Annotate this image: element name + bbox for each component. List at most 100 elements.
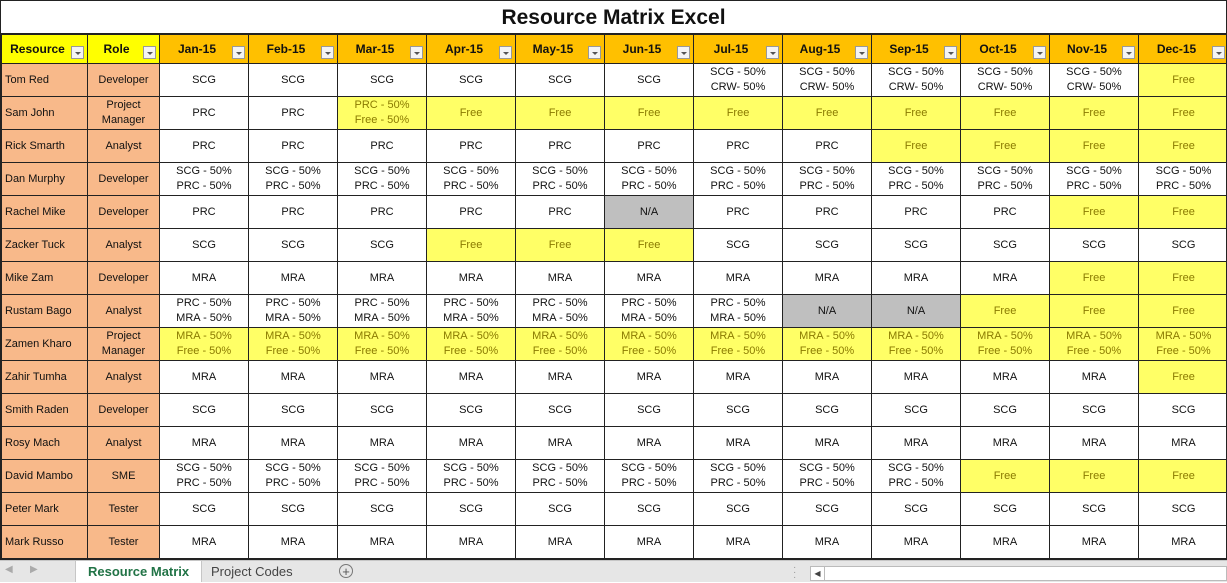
- allocation-cell[interactable]: SCG: [516, 64, 605, 97]
- resource-name-cell[interactable]: Zacker Tuck: [2, 229, 88, 262]
- allocation-cell[interactable]: MRA: [872, 427, 961, 460]
- allocation-cell[interactable]: PRC - 50%MRA - 50%: [338, 295, 427, 328]
- role-cell[interactable]: Tester: [88, 526, 160, 559]
- filter-dropdown-icon[interactable]: [232, 46, 245, 59]
- allocation-cell[interactable]: SCG: [1050, 394, 1139, 427]
- allocation-cell[interactable]: SCG - 50%PRC - 50%: [249, 163, 338, 196]
- allocation-cell[interactable]: Free: [605, 229, 694, 262]
- allocation-cell[interactable]: SCG - 50%PRC - 50%: [338, 460, 427, 493]
- allocation-cell[interactable]: PRC - 50%MRA - 50%: [427, 295, 516, 328]
- allocation-cell[interactable]: MRA - 50%Free - 50%: [516, 328, 605, 361]
- resource-name-cell[interactable]: Smith Raden: [2, 394, 88, 427]
- allocation-cell[interactable]: MRA: [427, 427, 516, 460]
- allocation-cell[interactable]: MRA - 50%Free - 50%: [605, 328, 694, 361]
- allocation-cell[interactable]: MRA: [605, 526, 694, 559]
- tab-project-codes[interactable]: Project Codes: [199, 561, 305, 582]
- allocation-cell[interactable]: Free: [1050, 295, 1139, 328]
- horizontal-scrollbar[interactable]: ◀: [810, 566, 1227, 581]
- allocation-cell[interactable]: SCG - 50%PRC - 50%: [605, 460, 694, 493]
- allocation-cell[interactable]: SCG: [605, 394, 694, 427]
- allocation-cell[interactable]: MRA: [783, 427, 872, 460]
- allocation-cell[interactable]: Free: [694, 97, 783, 130]
- allocation-cell[interactable]: SCG - 50%PRC - 50%: [872, 163, 961, 196]
- allocation-cell[interactable]: PRC: [249, 196, 338, 229]
- allocation-cell[interactable]: MRA - 50%Free - 50%: [1139, 328, 1227, 361]
- allocation-cell[interactable]: SCG - 50%PRC - 50%: [338, 163, 427, 196]
- allocation-cell[interactable]: MRA - 50%Free - 50%: [694, 328, 783, 361]
- allocation-cell[interactable]: SCG: [516, 394, 605, 427]
- allocation-cell[interactable]: SCG - 50%PRC - 50%: [516, 460, 605, 493]
- allocation-cell[interactable]: Free: [427, 97, 516, 130]
- allocation-cell[interactable]: Free: [1139, 130, 1227, 163]
- filter-dropdown-icon[interactable]: [855, 46, 868, 59]
- allocation-cell[interactable]: MRA: [1050, 427, 1139, 460]
- allocation-cell[interactable]: SCG - 50%PRC - 50%: [694, 460, 783, 493]
- allocation-cell[interactable]: SCG - 50%PRC - 50%: [783, 460, 872, 493]
- allocation-cell[interactable]: PRC - 50%MRA - 50%: [694, 295, 783, 328]
- allocation-cell[interactable]: MRA - 50%Free - 50%: [249, 328, 338, 361]
- allocation-cell[interactable]: Free: [1050, 262, 1139, 295]
- allocation-cell[interactable]: SCG: [160, 394, 249, 427]
- role-cell[interactable]: SME: [88, 460, 160, 493]
- allocation-cell[interactable]: Free: [783, 97, 872, 130]
- allocation-cell[interactable]: SCG - 50%PRC - 50%: [160, 460, 249, 493]
- role-cell[interactable]: Project Manager: [88, 328, 160, 361]
- allocation-cell[interactable]: PRC - 50%MRA - 50%: [516, 295, 605, 328]
- resource-name-cell[interactable]: Tom Red: [2, 64, 88, 97]
- allocation-cell[interactable]: MRA: [516, 526, 605, 559]
- allocation-cell[interactable]: MRA: [872, 361, 961, 394]
- allocation-cell[interactable]: PRC - 50%MRA - 50%: [160, 295, 249, 328]
- allocation-cell[interactable]: PRC: [338, 130, 427, 163]
- allocation-cell[interactable]: MRA: [1139, 427, 1227, 460]
- allocation-cell[interactable]: SCG - 50%PRC - 50%: [783, 163, 872, 196]
- allocation-cell[interactable]: MRA: [961, 262, 1050, 295]
- allocation-cell[interactable]: MRA: [427, 361, 516, 394]
- allocation-cell[interactable]: PRC: [516, 196, 605, 229]
- allocation-cell[interactable]: MRA: [516, 427, 605, 460]
- allocation-cell[interactable]: MRA: [1139, 526, 1227, 559]
- allocation-cell[interactable]: SCG - 50%PRC - 50%: [1050, 163, 1139, 196]
- filter-dropdown-icon[interactable]: [766, 46, 779, 59]
- allocation-cell[interactable]: SCG: [605, 493, 694, 526]
- allocation-cell[interactable]: PRC: [694, 196, 783, 229]
- allocation-cell[interactable]: SCG: [605, 64, 694, 97]
- allocation-cell[interactable]: MRA: [872, 262, 961, 295]
- allocation-cell[interactable]: Free: [1139, 97, 1227, 130]
- allocation-cell[interactable]: PRC: [872, 196, 961, 229]
- allocation-cell[interactable]: MRA: [783, 526, 872, 559]
- allocation-cell[interactable]: SCG: [783, 229, 872, 262]
- filter-dropdown-icon[interactable]: [1122, 46, 1135, 59]
- allocation-cell[interactable]: PRC: [694, 130, 783, 163]
- allocation-cell[interactable]: Free: [427, 229, 516, 262]
- allocation-cell[interactable]: MRA: [961, 361, 1050, 394]
- allocation-cell[interactable]: SCG: [249, 493, 338, 526]
- allocation-cell[interactable]: MRA: [160, 262, 249, 295]
- resource-name-cell[interactable]: Zahir Tumha: [2, 361, 88, 394]
- allocation-cell[interactable]: MRA: [961, 427, 1050, 460]
- allocation-cell[interactable]: Free: [1139, 361, 1227, 394]
- filter-dropdown-icon[interactable]: [944, 46, 957, 59]
- allocation-cell[interactable]: MRA: [516, 262, 605, 295]
- role-cell[interactable]: Analyst: [88, 361, 160, 394]
- allocation-cell[interactable]: N/A: [783, 295, 872, 328]
- allocation-cell[interactable]: MRA: [694, 526, 783, 559]
- allocation-cell[interactable]: MRA: [338, 526, 427, 559]
- allocation-cell[interactable]: Free: [516, 229, 605, 262]
- filter-dropdown-icon[interactable]: [143, 46, 156, 59]
- allocation-cell[interactable]: PRC: [516, 130, 605, 163]
- allocation-cell[interactable]: Free: [961, 97, 1050, 130]
- allocation-cell[interactable]: SCG: [338, 493, 427, 526]
- allocation-cell[interactable]: SCG: [1139, 493, 1227, 526]
- allocation-cell[interactable]: MRA: [872, 526, 961, 559]
- allocation-cell[interactable]: SCG: [516, 493, 605, 526]
- allocation-cell[interactable]: MRA: [427, 526, 516, 559]
- allocation-cell[interactable]: SCG: [160, 64, 249, 97]
- allocation-cell[interactable]: Free: [1139, 64, 1227, 97]
- allocation-cell[interactable]: SCG: [160, 493, 249, 526]
- allocation-cell[interactable]: MRA - 50%Free - 50%: [338, 328, 427, 361]
- allocation-cell[interactable]: Free: [961, 295, 1050, 328]
- allocation-cell[interactable]: Free: [1050, 97, 1139, 130]
- allocation-cell[interactable]: SCG: [249, 64, 338, 97]
- resource-name-cell[interactable]: Mike Zam: [2, 262, 88, 295]
- resource-name-cell[interactable]: Rosy Mach: [2, 427, 88, 460]
